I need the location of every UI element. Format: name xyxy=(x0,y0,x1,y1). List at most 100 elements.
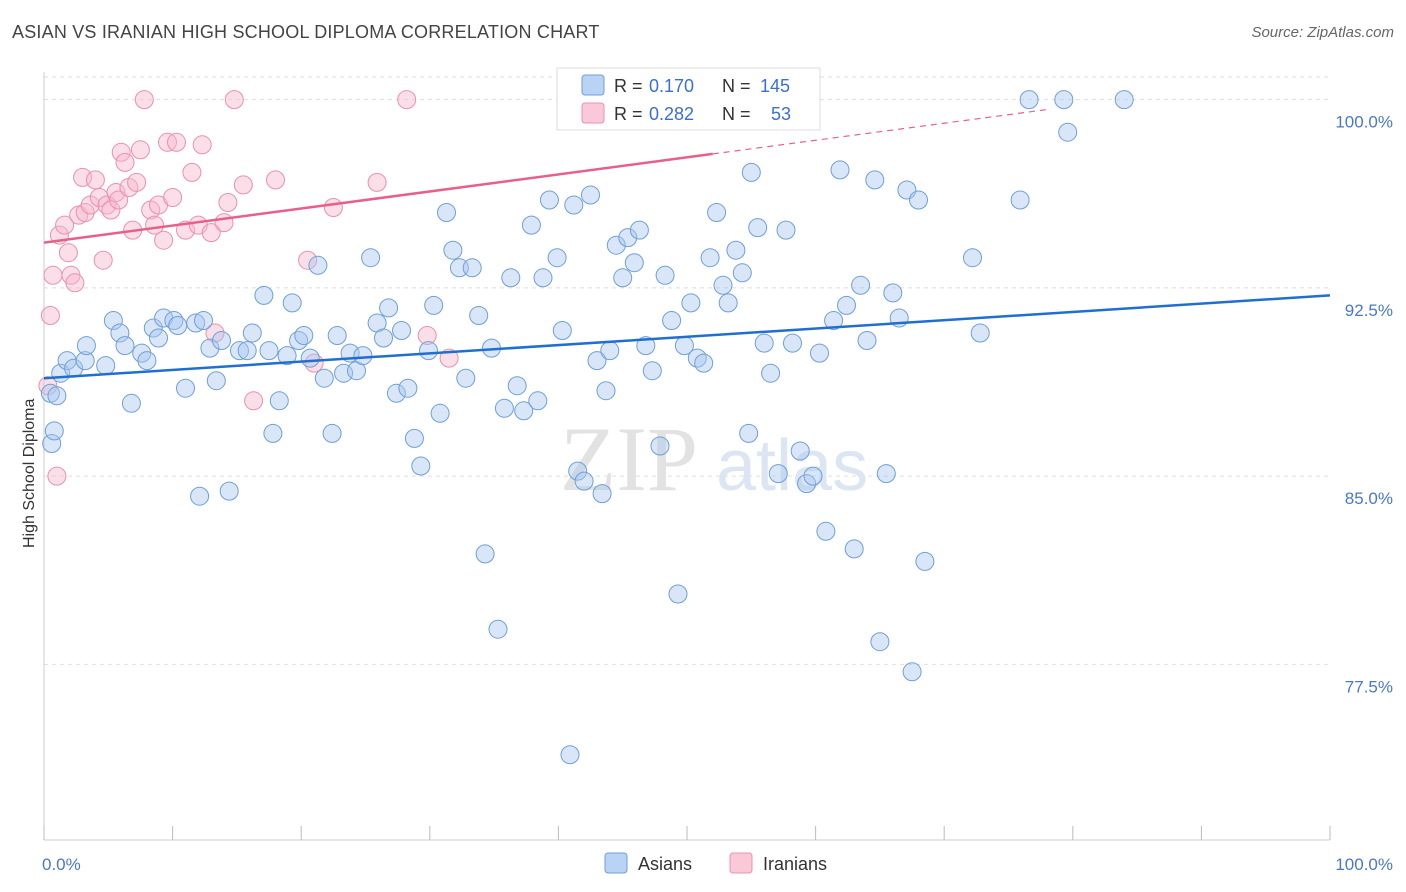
asian-point-71 xyxy=(501,268,521,288)
asian-point-19 xyxy=(164,311,184,330)
iranian-point-35 xyxy=(182,162,202,182)
iranian-point-40 xyxy=(214,213,234,233)
asian-point-109 xyxy=(732,263,752,283)
series-legend: Asians Iranians xyxy=(604,852,827,874)
asian-point-141 xyxy=(1019,90,1039,110)
trend-lines xyxy=(43,108,1331,380)
iranian-point-43 xyxy=(233,175,253,195)
asian-point-70 xyxy=(494,398,514,418)
asian-point-95 xyxy=(642,361,662,381)
iranian-point-8 xyxy=(65,273,85,293)
asian-point-2 xyxy=(44,421,64,441)
asian-point-87 xyxy=(596,381,616,401)
asian-point-65 xyxy=(462,258,482,278)
asian-point-55 xyxy=(398,378,418,398)
iranian-point-25 xyxy=(130,140,150,160)
bottom-legend-iranian-swatch xyxy=(729,852,753,874)
iranian-point-6 xyxy=(58,243,78,263)
asian-point-110 xyxy=(739,423,759,443)
legend-iranian-r-label: R = xyxy=(614,104,643,124)
asian-point-53 xyxy=(386,383,406,403)
legend-asian-r-value: 0.170 xyxy=(649,76,694,96)
asian-point-36 xyxy=(277,346,297,366)
asian-point-1 xyxy=(42,434,62,453)
chart-title: ASIAN VS IRANIAN HIGH SCHOOL DIPLOMA COR… xyxy=(12,22,600,42)
asian-point-35 xyxy=(269,391,289,411)
asian-point-144 xyxy=(1114,90,1134,110)
iranian-point-13 xyxy=(85,170,105,190)
asian-point-61 xyxy=(437,203,456,222)
source-label: Source: ZipAtlas.com xyxy=(1251,24,1394,41)
iranian-point-50 xyxy=(397,90,417,110)
iranian-point-39 xyxy=(205,323,225,343)
asian-point-60 xyxy=(430,403,450,423)
asian-point-33 xyxy=(259,341,279,361)
asian-point-138 xyxy=(963,248,982,268)
asian-point-85 xyxy=(587,351,607,371)
bottom-legend-asian-swatch xyxy=(604,852,628,874)
asian-point-130 xyxy=(870,632,890,652)
asian-point-119 xyxy=(797,474,817,494)
asian-point-57 xyxy=(411,456,431,476)
asian-point-135 xyxy=(902,662,922,682)
iranian-point-24 xyxy=(127,172,147,192)
asian-point-76 xyxy=(533,268,553,288)
asian-point-15 xyxy=(137,351,157,371)
iranian-point-30 xyxy=(154,230,174,250)
asian-point-84 xyxy=(581,185,600,205)
asian-point-27 xyxy=(212,331,231,350)
asian-point-31 xyxy=(242,323,262,343)
x-tick-label-max: 100.0% xyxy=(1335,855,1393,874)
iranian-point-18 xyxy=(106,183,126,202)
asian-point-41 xyxy=(308,255,328,275)
asian-point-11 xyxy=(110,323,130,343)
asian-point-112 xyxy=(748,218,768,238)
grid xyxy=(44,76,1330,665)
asian-point-67 xyxy=(475,544,495,564)
y-tick-label: 77.5% xyxy=(1345,677,1393,696)
asian-point-80 xyxy=(560,745,580,765)
asian-point-51 xyxy=(374,328,393,348)
asian-point-79 xyxy=(552,321,572,340)
asian-point-12 xyxy=(115,336,135,356)
asian-point-123 xyxy=(824,311,844,330)
legend-iranian-swatch xyxy=(581,102,605,124)
asian-point-8 xyxy=(76,336,96,356)
legend-iranian-n-label: N = xyxy=(722,104,751,124)
iranian-point-48 xyxy=(323,198,343,217)
iranian-point-46 xyxy=(298,250,318,270)
asian-point-24 xyxy=(194,311,213,330)
asian-point-93 xyxy=(629,220,649,240)
asian-point-120 xyxy=(803,466,823,486)
asian-point-137 xyxy=(915,551,935,571)
asian-point-101 xyxy=(681,293,701,313)
legend-iranian-r-value: 0.282 xyxy=(649,104,694,124)
asian-point-26 xyxy=(206,371,226,391)
asian-point-121 xyxy=(810,343,829,363)
asian-point-42 xyxy=(314,368,334,388)
asian-point-21 xyxy=(176,378,195,398)
asian-point-92 xyxy=(624,253,644,273)
asian-point-118 xyxy=(790,441,810,461)
asian-point-127 xyxy=(851,275,871,295)
iranian-point-2 xyxy=(43,265,63,285)
asian-point-73 xyxy=(514,401,534,421)
asian-point-91 xyxy=(618,228,638,248)
asian-point-90 xyxy=(613,268,633,288)
asian-point-3 xyxy=(47,386,67,406)
asian-point-40 xyxy=(300,348,320,368)
asian-point-89 xyxy=(606,235,626,255)
iranian-point-3 xyxy=(47,466,67,486)
asian-point-13 xyxy=(121,393,141,413)
asian-point-43 xyxy=(322,423,342,443)
asian-point-44 xyxy=(327,326,347,345)
asian-point-96 xyxy=(650,436,670,456)
asian-point-103 xyxy=(694,353,714,373)
asian-point-75 xyxy=(528,391,548,411)
asian-point-69 xyxy=(488,619,508,639)
asian-point-143 xyxy=(1058,122,1078,142)
y-tick-label: 100.0% xyxy=(1335,113,1393,132)
iranian-point-38 xyxy=(201,223,221,243)
asian-point-114 xyxy=(761,363,781,383)
